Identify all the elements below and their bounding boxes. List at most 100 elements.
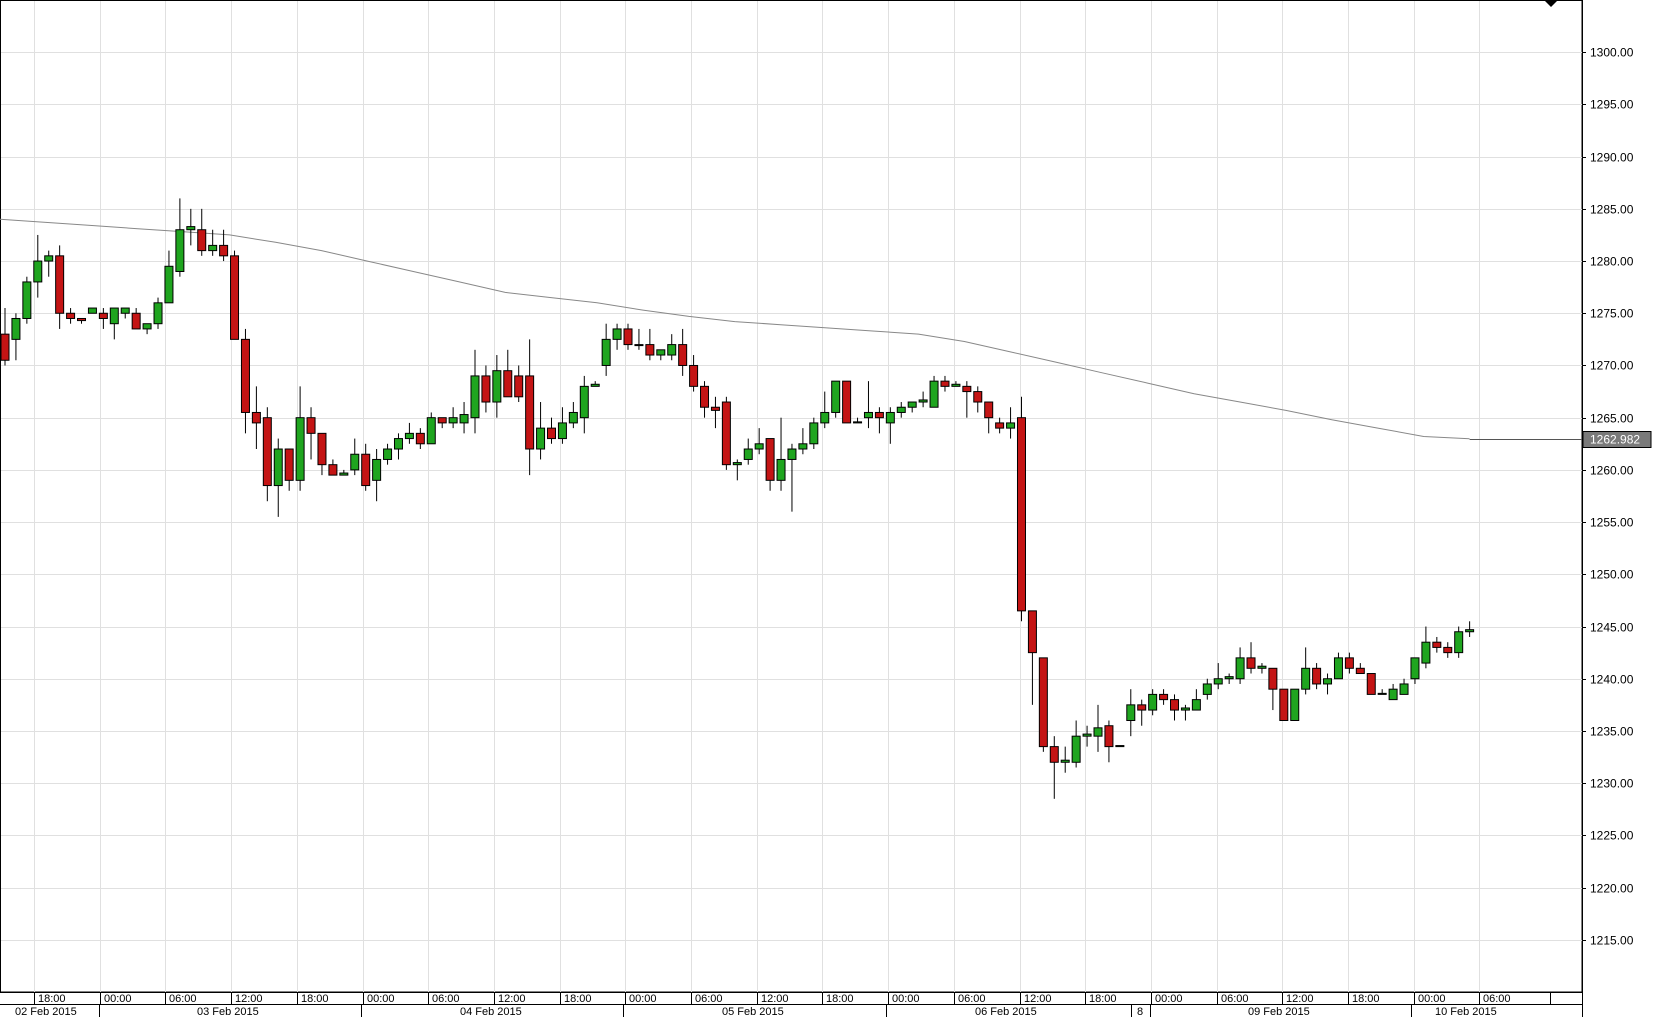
date-label: 10 Feb 2015 bbox=[1435, 1006, 1497, 1017]
candle-body bbox=[1016, 417, 1026, 612]
x-tick-label: 00:00 bbox=[1418, 993, 1446, 1005]
y-tick-label: 1295.00 bbox=[1590, 98, 1634, 112]
candle-down bbox=[1268, 667, 1278, 711]
candle-body bbox=[874, 411, 884, 419]
candle-body bbox=[929, 380, 939, 408]
candle-body bbox=[689, 364, 699, 387]
candle-up bbox=[1082, 725, 1092, 747]
candle-up bbox=[820, 391, 830, 429]
candle-up bbox=[590, 381, 600, 387]
candle-body bbox=[1301, 667, 1311, 690]
candle-down bbox=[1279, 688, 1289, 722]
candle-body bbox=[1312, 667, 1322, 685]
candle-up bbox=[1115, 745, 1125, 748]
candle-down bbox=[689, 355, 699, 392]
candle-up bbox=[1454, 626, 1464, 658]
candle-body bbox=[743, 448, 753, 460]
candle-down bbox=[1443, 642, 1453, 658]
candle-body bbox=[317, 432, 327, 466]
candle-down bbox=[262, 407, 272, 502]
candle-body bbox=[1235, 657, 1245, 680]
candle-up bbox=[896, 402, 906, 418]
candle-body bbox=[1082, 733, 1092, 737]
date-label: 8 bbox=[1137, 1006, 1143, 1017]
candle-body bbox=[295, 417, 305, 481]
x-tick-label: 00:00 bbox=[892, 993, 920, 1005]
candle-body bbox=[984, 401, 994, 419]
candle-up bbox=[853, 417, 863, 424]
candle-down bbox=[197, 208, 207, 256]
x-tick-label: 06:00 bbox=[1221, 993, 1249, 1005]
candle-body bbox=[1093, 727, 1103, 737]
x-tick-label: 12:00 bbox=[498, 993, 526, 1005]
y-tick-label: 1245.00 bbox=[1590, 621, 1634, 635]
current-price-label: 1262.982 bbox=[1590, 433, 1640, 447]
candle-up bbox=[579, 375, 589, 434]
candle-body bbox=[1443, 646, 1453, 654]
candle-body bbox=[1290, 688, 1300, 722]
candle-body bbox=[1399, 683, 1409, 695]
date-label: 06 Feb 2015 bbox=[975, 1006, 1037, 1017]
candle-down bbox=[547, 417, 556, 444]
candle-body bbox=[995, 422, 1005, 429]
date-label: 09 Feb 2015 bbox=[1248, 1006, 1310, 1017]
candle-up bbox=[1377, 689, 1387, 695]
x-tick-label: 18:00 bbox=[38, 993, 66, 1005]
candle-body bbox=[568, 411, 578, 424]
candle-up bbox=[44, 250, 54, 277]
candle-up bbox=[732, 459, 742, 481]
candle-up bbox=[1235, 647, 1245, 684]
candle-body bbox=[393, 438, 403, 450]
y-tick-label: 1290.00 bbox=[1590, 151, 1634, 165]
candle-body bbox=[1202, 683, 1212, 695]
candle-up bbox=[1257, 663, 1267, 674]
candle-down bbox=[995, 417, 1005, 434]
candle-body bbox=[754, 443, 764, 450]
candle-body bbox=[732, 462, 742, 466]
candle-body bbox=[175, 229, 185, 272]
candle-body bbox=[557, 422, 567, 440]
candles bbox=[0, 198, 1475, 799]
candle-body bbox=[1268, 667, 1278, 690]
x-tick-label: 06:00 bbox=[1483, 993, 1511, 1005]
candle-down bbox=[503, 349, 513, 398]
y-tick-label: 1235.00 bbox=[1590, 725, 1634, 739]
candle-body bbox=[1377, 692, 1387, 695]
candle-down bbox=[1104, 720, 1114, 763]
candle-body bbox=[1137, 704, 1147, 711]
candle-up bbox=[393, 433, 403, 460]
candle-body bbox=[120, 307, 130, 314]
x-tick-label: 18:00 bbox=[1089, 993, 1117, 1005]
candle-up bbox=[153, 297, 163, 329]
date-label: 02 Feb 2015 bbox=[15, 1006, 77, 1017]
candle-body bbox=[55, 255, 65, 314]
candle-up bbox=[776, 417, 786, 491]
candle-body bbox=[1027, 610, 1037, 654]
candle-body bbox=[372, 458, 382, 481]
candle-up bbox=[1323, 673, 1333, 695]
candle-up bbox=[1191, 689, 1201, 711]
candle-body bbox=[1410, 657, 1420, 680]
x-tick-label: 00:00 bbox=[367, 993, 395, 1005]
candle-up bbox=[208, 229, 218, 256]
candle-body bbox=[1170, 699, 1180, 711]
candle-body bbox=[514, 375, 524, 398]
y-tick-label: 1250.00 bbox=[1590, 568, 1634, 582]
x-tick-label: 00:00 bbox=[104, 993, 132, 1005]
candle-body bbox=[240, 338, 250, 413]
candle-body bbox=[1115, 745, 1125, 748]
candle-down bbox=[55, 245, 65, 329]
candle-up bbox=[492, 355, 502, 418]
candle-body bbox=[11, 317, 21, 340]
candle-body bbox=[131, 312, 141, 330]
candle-body bbox=[710, 406, 720, 411]
candle-up bbox=[383, 443, 393, 465]
candle-down bbox=[623, 323, 633, 350]
candle-up bbox=[1301, 647, 1311, 695]
candle-down bbox=[1170, 694, 1180, 721]
candle-down bbox=[317, 432, 327, 476]
candle-body bbox=[383, 448, 393, 460]
candle-body bbox=[721, 401, 731, 466]
